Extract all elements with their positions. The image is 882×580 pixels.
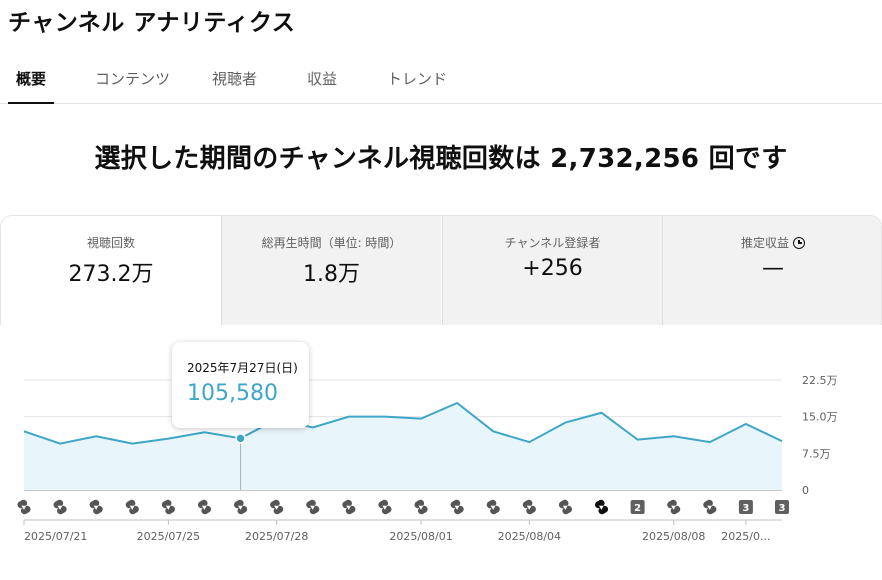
metric-value-views: 273.2万 [68, 262, 154, 287]
highlight-point [235, 433, 246, 444]
x-tick-label: 2025/07/28 [245, 530, 308, 543]
metric-label-watch-time: 総再生時間（単位: 時間） [261, 236, 402, 250]
tab-trends[interactable]: トレンド [387, 70, 448, 88]
tab-content[interactable]: コンテンツ [95, 70, 171, 88]
shorts-icon[interactable] [16, 498, 32, 515]
metric-card-revenue[interactable]: 推定収益 — [662, 216, 881, 325]
tooltip-date: 2025年7月27日(日) [187, 361, 298, 375]
page-title: チャンネル アナリティクス [8, 10, 296, 36]
shorts-icon[interactable] [413, 498, 429, 515]
shorts-icon[interactable] [594, 498, 610, 515]
upload-count-badge [630, 500, 645, 514]
chart-tooltip: 2025年7月27日(日) 105,580 [172, 342, 309, 428]
shorts-icon[interactable] [305, 498, 321, 515]
tab-bar: 概要 コンテンツ 視聴者 収益 トレンド [0, 60, 882, 104]
views-headline: 選択した期間のチャンネル視聴回数は 2,732,256 回です [94, 144, 788, 174]
upload-count-label: 2 [634, 503, 641, 514]
metric-label-revenue: 推定収益 [740, 236, 789, 250]
views-chart-svg[interactable]: 0 7.5万 15.0万 22.5万 2 3 3 2025/07/21 2025/07/25 20… [0, 325, 882, 580]
y-tick-label: 0 [802, 484, 809, 497]
shorts-icon[interactable] [522, 498, 538, 515]
shorts-icon[interactable] [485, 498, 501, 515]
shorts-icon[interactable] [124, 498, 140, 515]
x-tick-label: 2025/08/08 [642, 530, 705, 543]
shorts-icon[interactable] [233, 498, 249, 515]
metric-cards: 視聴回数 273.2万 総再生時間（単位: 時間） 1.8万 チャンネル登録者 … [0, 215, 882, 325]
upload-count-label: 3 [742, 503, 749, 514]
shorts-icon[interactable] [52, 498, 68, 515]
metric-value-watch-time: 1.8万 [303, 262, 360, 287]
shorts-icon[interactable] [702, 498, 718, 515]
tab-audience[interactable]: 視聴者 [212, 70, 258, 88]
y-tick-label: 7.5万 [802, 447, 831, 460]
shorts-icon[interactable] [377, 498, 393, 515]
shorts-icon[interactable] [666, 498, 682, 515]
metric-card-subscribers[interactable]: チャンネル登録者 +256 [442, 216, 662, 325]
metric-value-revenue: — [762, 256, 784, 281]
metric-label-views: 視聴回数 [86, 236, 135, 250]
upload-count-badge [775, 500, 789, 514]
metric-label-subscribers: チャンネル登録者 [504, 236, 601, 250]
shorts-icon[interactable] [197, 498, 213, 515]
x-tick-label: 2025/0... [721, 530, 770, 543]
metric-card-watch-time[interactable]: 総再生時間（単位: 時間） 1.8万 [221, 216, 441, 325]
x-tick-label: 2025/07/25 [137, 530, 200, 543]
metric-card-views[interactable]: 視聴回数 273.2万 [1, 216, 221, 325]
shorts-icon[interactable] [558, 498, 574, 515]
views-chart[interactable]: 0 7.5万 15.0万 22.5万 2 3 3 2025/07/21 2025/07/25 20… [0, 325, 882, 580]
metric-value-subscribers: +256 [522, 256, 583, 281]
views-line [23, 401, 783, 445]
shorts-icon[interactable] [269, 498, 285, 515]
tab-revenue[interactable]: 収益 [307, 70, 338, 88]
upload-count-label: 3 [779, 503, 786, 514]
shorts-icon[interactable] [161, 498, 177, 515]
shorts-icon[interactable] [449, 498, 465, 515]
x-tick-label: 2025/07/21 [24, 530, 87, 543]
upload-count-badge [738, 500, 753, 514]
x-tick-label: 2025/08/04 [498, 530, 561, 543]
views-area [24, 402, 782, 490]
shorts-icon[interactable] [88, 498, 104, 515]
tab-overview[interactable]: 概要 [7, 60, 55, 104]
y-tick-label: 22.5万 [802, 374, 838, 387]
shorts-icon[interactable] [341, 498, 357, 515]
x-tick-label: 2025/08/01 [389, 530, 452, 543]
clock-icon [793, 237, 805, 249]
y-tick-label: 15.0万 [802, 411, 838, 424]
metric-label-revenue-wrap: 推定収益 [663, 234, 881, 251]
tooltip-value: 105,580 [187, 381, 278, 406]
